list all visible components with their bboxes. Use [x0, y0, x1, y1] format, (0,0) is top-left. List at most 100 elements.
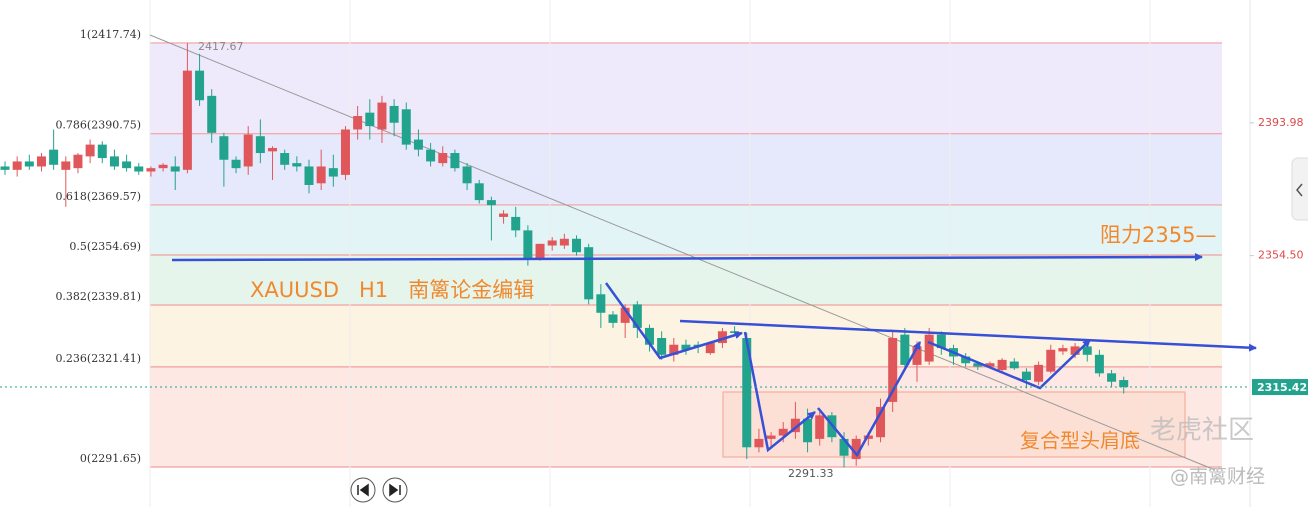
candle-body	[49, 149, 59, 165]
candle-body	[438, 153, 448, 164]
candle-body	[158, 164, 168, 169]
fib-label: 0.786(2390.75)	[55, 119, 141, 132]
candle-body	[705, 343, 715, 354]
candle-body	[815, 415, 825, 439]
candle-body	[268, 147, 278, 152]
candle-body	[936, 334, 946, 349]
candle-body	[292, 163, 302, 167]
candle-body	[632, 304, 642, 328]
candle-body	[280, 153, 290, 165]
fib-label: 1(2417.74)	[80, 28, 141, 41]
fib-band	[150, 305, 1222, 367]
fib-label: 0.382(2339.81)	[55, 290, 141, 303]
candle-body	[1021, 371, 1031, 381]
candle-body	[389, 105, 399, 123]
candle-body	[730, 331, 740, 333]
candle-body	[97, 144, 107, 159]
candle-body	[924, 334, 934, 362]
prev-icon[interactable]	[357, 483, 369, 497]
candle-body	[851, 438, 861, 460]
watermark-author: @南篱财经	[1170, 466, 1265, 488]
wave-arrow	[604, 282, 743, 360]
fib-band	[150, 204, 1222, 255]
neckline	[679, 319, 1257, 352]
candle-body	[73, 154, 83, 169]
prev-button[interactable]	[350, 477, 376, 503]
trend-line	[149, 34, 1216, 471]
candle-body	[12, 161, 22, 170]
candle-body	[255, 136, 265, 154]
fib-band	[150, 254, 1222, 306]
candle-body	[766, 435, 776, 439]
side-handle[interactable]	[1291, 157, 1308, 221]
last-price-label: 2315.42	[1257, 381, 1307, 394]
candle-body	[584, 247, 594, 300]
candle-body	[486, 200, 496, 206]
candle-body	[657, 338, 667, 355]
candle-body	[182, 70, 192, 170]
candle-body	[85, 144, 95, 157]
last-price-box	[1252, 379, 1308, 396]
candle-body	[961, 356, 971, 364]
y-tick-label: 2393.98	[1258, 116, 1304, 129]
candle-body	[511, 216, 521, 231]
candle-body	[973, 363, 983, 367]
side-handle-bg[interactable]	[1291, 157, 1308, 221]
y-tick-label: 2354.50	[1258, 249, 1304, 262]
candle-body	[608, 314, 618, 323]
high-marker: 2417.67	[198, 40, 244, 53]
candle-body	[1034, 364, 1044, 382]
fib-label: 0.236(2321.41)	[55, 352, 141, 365]
candle-body	[596, 294, 606, 313]
candle-body	[1009, 361, 1019, 369]
candle-body	[790, 418, 800, 433]
candle-body	[1058, 348, 1068, 352]
fib-band	[150, 42, 1222, 134]
candle-body	[0, 166, 10, 170]
candle-body	[499, 213, 509, 217]
candle-body	[863, 435, 873, 439]
candle-body	[1082, 346, 1092, 355]
candle-body	[401, 109, 411, 145]
candle-body	[109, 156, 119, 167]
candle-body	[644, 327, 654, 345]
candle-body	[195, 70, 205, 101]
candle-body	[547, 240, 557, 246]
candle-body	[243, 134, 253, 167]
side-handle-icon[interactable]	[1296, 183, 1303, 197]
fib-label: 0(2291.65)	[80, 452, 141, 465]
candle-body	[207, 95, 217, 133]
candle-body	[669, 344, 679, 355]
symbol-label: XAUUSD H1 南篱论金编辑	[250, 278, 534, 302]
candle-body	[426, 149, 436, 162]
next-button[interactable]	[382, 477, 408, 503]
watermark-brand: 老虎社区	[1150, 416, 1254, 446]
candle-body	[912, 346, 922, 365]
candle-body	[839, 438, 849, 456]
candle-body	[1107, 373, 1117, 382]
candle-body	[985, 363, 995, 367]
fib-band	[150, 133, 1222, 205]
candle-body	[754, 438, 764, 448]
candle-body	[523, 230, 533, 259]
next-icon[interactable]	[389, 483, 401, 497]
candle-body	[876, 406, 886, 438]
pattern-label: 复合型头肩底	[1020, 429, 1140, 453]
candle-body	[900, 334, 910, 365]
candle-body	[231, 159, 241, 169]
candle-body	[535, 243, 545, 259]
nav-buttons	[350, 477, 408, 503]
wave-arrow	[817, 341, 922, 458]
fib-label: 0.5(2354.69)	[69, 240, 141, 253]
candle-body	[717, 331, 727, 344]
candle-body	[778, 428, 788, 436]
candle-body	[316, 166, 326, 184]
candle-body	[572, 238, 582, 253]
candle-body	[134, 166, 144, 172]
candle-body	[377, 102, 387, 130]
candle-body	[803, 418, 813, 443]
resistance-line	[171, 253, 1203, 262]
candle-body	[1046, 349, 1056, 372]
candle-body	[559, 238, 569, 246]
